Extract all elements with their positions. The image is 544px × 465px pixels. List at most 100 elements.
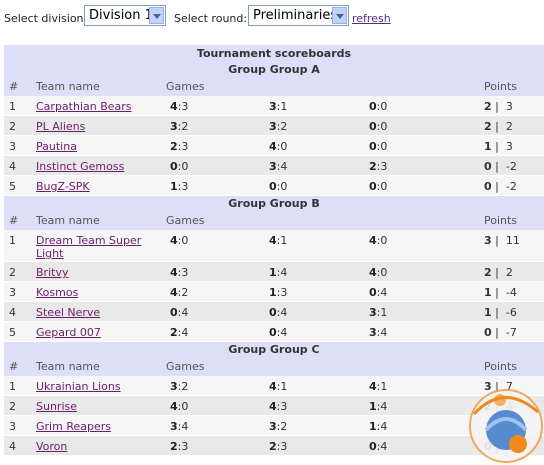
row-num: 5 (9, 180, 16, 193)
team-link[interactable]: Sunrise (36, 400, 78, 413)
game-score-1: 1:3 (170, 180, 189, 193)
game-score-2: 4:1 (269, 234, 288, 247)
game-score-1: 3:2 (170, 120, 189, 133)
game-score-3: 0:0 (369, 140, 388, 153)
chevron-down-icon[interactable] (149, 7, 164, 24)
scoreboard: Tournament scoreboards Group Group A # Team… (4, 45, 544, 456)
table-row: 1 Ukrainian Lions 3:2 4:1 4:1 3 | 7 (4, 376, 544, 396)
game-score-2: 0:4 (269, 306, 288, 319)
refresh-link[interactable]: refresh (352, 12, 391, 25)
col-games: Games (166, 360, 205, 373)
group-title: Group Group B (4, 196, 544, 211)
row-num: 1 (9, 234, 16, 247)
team-link[interactable]: Kosmos (36, 286, 79, 299)
group-title: Group Group C (4, 342, 544, 357)
row-num: 2 (9, 266, 16, 279)
division-select-value: Division 1 (89, 8, 153, 23)
points-cell: 0 | -2 (484, 160, 517, 173)
game-score-1: 4:0 (170, 234, 189, 247)
round-select[interactable]: Preliminaries (248, 5, 349, 26)
game-score-2: 1:3 (269, 286, 288, 299)
game-score-2: 0:0 (269, 180, 288, 193)
game-score-1: 0:0 (170, 160, 189, 173)
game-score-3: 4:0 (369, 234, 388, 247)
game-score-1: 3:4 (170, 420, 189, 433)
game-score-3: 0:4 (369, 440, 388, 453)
tournament-logo-icon (469, 389, 543, 463)
scoreboard-title: Tournament scoreboards (4, 45, 544, 62)
game-score-3: 1:4 (369, 420, 388, 433)
column-header: # Team name Games Points (4, 357, 544, 376)
table-row: 3 Kosmos 4:2 1:3 0:4 1 | -4 (4, 282, 544, 302)
points-cell: 3 | 11 (484, 234, 520, 247)
team-link[interactable]: Instinct Gemoss (36, 160, 125, 173)
row-num: 3 (9, 286, 16, 299)
table-row: 5 Gepard 007 2:4 0:4 3:4 0 | -7 (4, 322, 544, 342)
team-link[interactable]: Dream Team Super Light (36, 234, 142, 260)
team-link[interactable]: Britvy (36, 266, 69, 279)
team-link[interactable]: Ukrainian Lions (36, 380, 121, 393)
row-num: 2 (9, 120, 16, 133)
points-cell: 0 | -7 (484, 326, 517, 339)
toolbar: Select division: Division 1 Select round… (0, 0, 544, 40)
team-link[interactable]: Steel Nerve (36, 306, 101, 319)
col-num: # (9, 214, 19, 227)
game-score-2: 4:1 (269, 380, 288, 393)
col-team: Team name (36, 80, 100, 93)
game-score-1: 4:3 (170, 266, 189, 279)
points-cell: 1 | -6 (484, 306, 517, 319)
row-num: 2 (9, 400, 16, 413)
row-num: 3 (9, 420, 16, 433)
game-score-2: 4:3 (269, 400, 288, 413)
game-score-1: 4:3 (170, 100, 189, 113)
team-link[interactable]: Gepard 007 (36, 326, 101, 339)
points-cell: 2 | 3 (484, 100, 513, 113)
game-score-3: 3:1 (369, 306, 388, 319)
team-link[interactable]: Carpathian Bears (36, 100, 132, 113)
column-header: # Team name Games Points (4, 211, 544, 230)
team-link[interactable]: Grim Reapers (36, 420, 111, 433)
game-score-1: 4:0 (170, 400, 189, 413)
col-games: Games (166, 214, 205, 227)
col-games: Games (166, 80, 205, 93)
game-score-3: 4:1 (369, 380, 388, 393)
round-label: Select round: (174, 12, 248, 25)
game-score-1: 3:2 (170, 380, 189, 393)
game-score-2: 3:2 (269, 120, 288, 133)
table-row: 4 Steel Nerve 0:4 0:4 3:1 1 | -6 (4, 302, 544, 322)
column-header: # Team name Games Points (4, 77, 544, 96)
row-num: 3 (9, 140, 16, 153)
game-score-3: 0:4 (369, 286, 388, 299)
row-num: 4 (9, 440, 16, 453)
round-select-value: Preliminaries (253, 8, 338, 23)
table-row: 4 Instinct Gemoss 0:0 3:4 2:3 0 | -2 (4, 156, 544, 176)
game-score-3: 3:4 (369, 326, 388, 339)
team-link[interactable]: PL Aliens (36, 120, 86, 133)
game-score-1: 2:3 (170, 140, 189, 153)
row-num: 4 (9, 306, 16, 319)
points-cell: 2 | 2 (484, 266, 513, 279)
game-score-2: 0:4 (269, 326, 288, 339)
row-num: 5 (9, 326, 16, 339)
table-row: 1 Dream Team Super Light 4:0 4:1 4:0 3 | 11 (4, 230, 544, 262)
chevron-down-icon[interactable] (332, 7, 347, 24)
game-score-1: 2:3 (170, 440, 189, 453)
col-num: # (9, 80, 19, 93)
game-score-3: 0:0 (369, 180, 388, 193)
division-select[interactable]: Division 1 (84, 5, 166, 26)
team-link[interactable]: Pautina (36, 140, 77, 153)
team-link[interactable]: BugZ-SPK (36, 180, 90, 193)
team-link[interactable]: Voron (36, 440, 68, 453)
col-points: Points (484, 80, 518, 93)
game-score-2: 3:1 (269, 100, 288, 113)
game-score-3: 2:3 (369, 160, 388, 173)
game-score-2: 4:0 (269, 140, 288, 153)
points-cell: 0 | -2 (484, 180, 517, 193)
col-points: Points (484, 360, 518, 373)
table-row: 3 Pautina 2:3 4:0 0:0 1 | 3 (4, 136, 544, 156)
group-title: Group Group A (4, 62, 544, 77)
table-row: 2 PL Aliens 3:2 3:2 0:0 2 | 2 (4, 116, 544, 136)
table-row: 5 BugZ-SPK 1:3 0:0 0:0 0 | -2 (4, 176, 544, 196)
